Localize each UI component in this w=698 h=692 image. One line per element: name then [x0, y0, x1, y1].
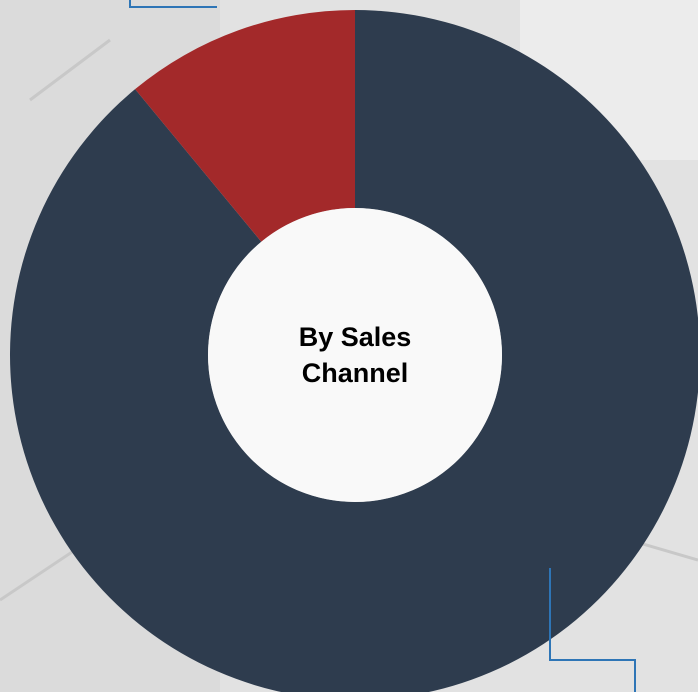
donut-slice [135, 10, 355, 242]
donut [10, 10, 698, 692]
donut-hole [208, 208, 502, 502]
leader-line [129, 0, 217, 8]
center-label: By Sales Channel [298, 322, 412, 388]
leader-line [549, 568, 636, 692]
donut-slice [10, 10, 698, 692]
